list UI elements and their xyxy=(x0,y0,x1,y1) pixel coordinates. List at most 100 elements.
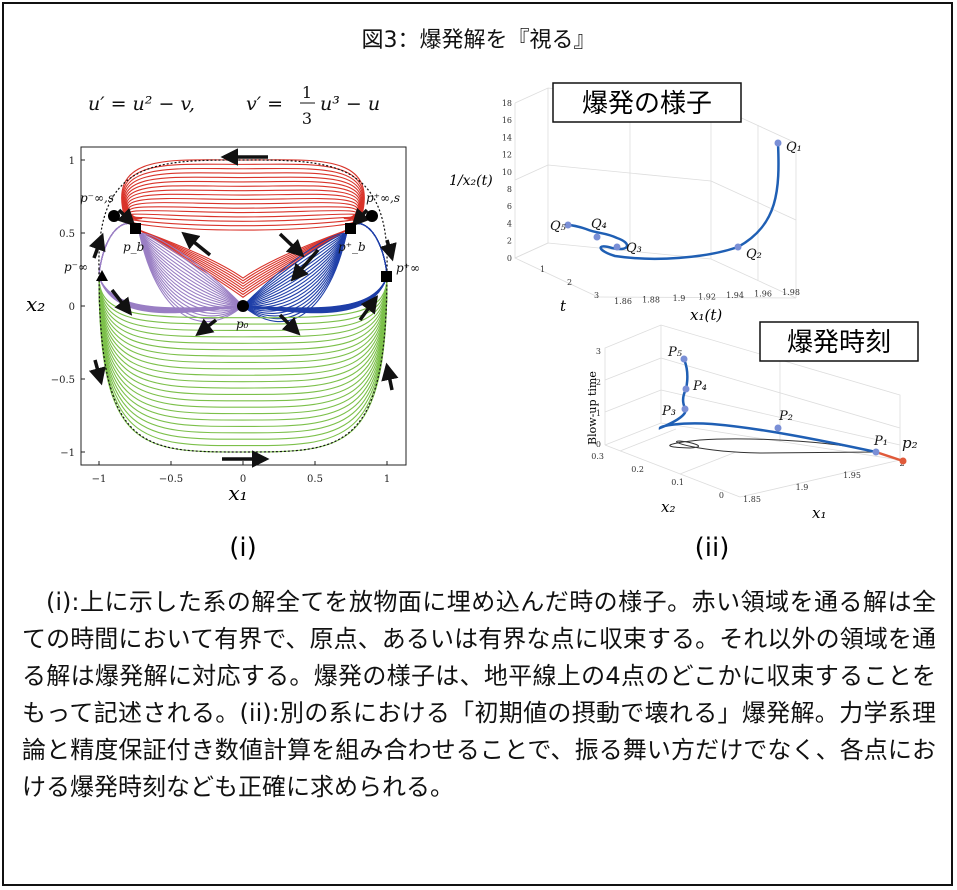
q-x-tick: 1.92 xyxy=(698,293,716,302)
svg-text:Q₂: Q₂ xyxy=(746,247,762,262)
flow-line xyxy=(126,193,360,219)
ii-z-axis-label: Blow-up time xyxy=(586,371,599,445)
y-tick-label: −0.5 xyxy=(51,375,75,386)
flow-line xyxy=(98,276,388,408)
q-trajectory xyxy=(567,142,780,261)
ii-x-axis-label: x₁ xyxy=(812,504,826,522)
flow-line xyxy=(123,172,363,219)
figure-caption: (i):上に示した系の解全てを放物面に埋め込んだ時の様子。赤い領域を通る解は全て… xyxy=(22,588,936,801)
label-p-inf-s-plus: p⁺∞,s xyxy=(366,191,400,205)
q-x-tick: 1.98 xyxy=(782,288,800,297)
q-t-axis-label: t xyxy=(560,297,567,315)
svg-text:P₃: P₃ xyxy=(661,404,676,419)
q-z-tick: 4 xyxy=(507,219,512,228)
flow-line xyxy=(127,197,359,219)
flow-line xyxy=(139,229,347,285)
ii-points xyxy=(680,355,880,456)
ii-grid xyxy=(604,324,901,498)
flow-line xyxy=(98,276,388,440)
q-z-tick: 0 xyxy=(507,254,512,263)
flow-line xyxy=(98,276,388,421)
ii-x-tick: 1.9 xyxy=(796,483,809,492)
svg-text:Q₅: Q₅ xyxy=(550,219,567,234)
arrow-right-down xyxy=(379,239,397,262)
p-inf-plus-marker xyxy=(381,271,392,282)
arrow-ps-left xyxy=(116,207,136,227)
flow-line xyxy=(129,213,357,219)
y-tick-label: −1 xyxy=(60,448,75,459)
q-z-tick: 2 xyxy=(507,237,512,246)
x-tick-label: −0.5 xyxy=(159,474,183,485)
label-p-0: p₀ xyxy=(236,317,249,331)
arrow-red-left xyxy=(181,231,212,257)
flow-lines xyxy=(98,159,388,453)
flow-line xyxy=(124,180,362,219)
equation-left: u′ = u² − v, xyxy=(88,93,195,115)
flow-arrows xyxy=(88,148,399,468)
flow-line xyxy=(122,167,364,219)
p-inf-s-plus-marker xyxy=(366,210,378,222)
ii-point-labels: P₁ P₂ P₃ P₄ P₅ p₂ xyxy=(661,345,918,452)
flow-line xyxy=(98,276,388,434)
ii-z-tick: 3 xyxy=(596,347,601,356)
phase-portrait-panel: −1 −0.5 0 0.5 1 1 0.5 0 −0.5 −1 x₁ x₂ xyxy=(26,146,420,563)
ii-y-tick: 0.3 xyxy=(591,452,604,461)
q-x-tick: 1.96 xyxy=(754,290,772,299)
arrow-left-up xyxy=(88,232,106,259)
flow-line xyxy=(98,276,388,370)
flow-line xyxy=(242,222,388,323)
flow-line xyxy=(125,185,361,219)
label-p-inf-minus: p⁻∞ xyxy=(64,260,88,274)
flow-line xyxy=(98,276,388,351)
flow-line xyxy=(98,276,388,376)
ii-title: 爆発時刻 xyxy=(787,328,891,358)
q-grid xyxy=(514,87,797,299)
flow-line xyxy=(242,276,388,314)
panel-ii-label: (ii) xyxy=(695,533,730,563)
p-inf-minus-marker xyxy=(96,270,108,281)
equation-frac-num: 1 xyxy=(302,83,312,102)
flow-line xyxy=(130,216,356,222)
label-p-b-plus: p⁺_b xyxy=(338,240,366,254)
q-z-tick: 8 xyxy=(507,185,512,194)
panel-i-label: (i) xyxy=(229,533,257,563)
flow-line xyxy=(98,276,388,402)
flow-line xyxy=(139,229,347,293)
arrow-blue-in xyxy=(290,248,320,282)
y-tick-label: 0.5 xyxy=(59,229,75,240)
flow-line xyxy=(139,229,347,296)
ii-p2-point xyxy=(899,457,907,465)
x-tick-label: 0 xyxy=(240,474,246,485)
ii-trajectory xyxy=(658,358,877,454)
flow-line xyxy=(98,276,388,395)
x1-axis-label: x₁ xyxy=(228,481,247,505)
flow-line xyxy=(98,276,388,344)
flow-line xyxy=(98,276,388,357)
ii-x-tick: 1.95 xyxy=(843,471,861,480)
ii-z-tick: 0 xyxy=(596,440,601,449)
q-z-tick: 18 xyxy=(502,99,512,108)
flow-line xyxy=(139,229,347,287)
x-tick-label: 0.5 xyxy=(307,474,323,485)
q-t-tick: 2 xyxy=(567,278,572,287)
svg-text:P₅: P₅ xyxy=(667,345,683,360)
label-p-b: p_b xyxy=(123,240,144,254)
outer-boundary xyxy=(98,159,388,453)
flow-line xyxy=(126,189,360,219)
svg-text:Q₃: Q₃ xyxy=(626,241,642,256)
arrow-center-right xyxy=(278,313,301,336)
flow-line xyxy=(98,276,244,314)
arrow-purple-down xyxy=(110,288,133,316)
svg-text:P₂: P₂ xyxy=(778,409,793,424)
arrow-blue-up xyxy=(358,295,379,322)
flow-line xyxy=(98,276,388,364)
flow-line xyxy=(98,276,388,389)
x-tick-label: 1 xyxy=(384,474,390,485)
q-z-tick: 16 xyxy=(502,116,512,125)
svg-text:P₄: P₄ xyxy=(692,379,707,394)
x2-axis-label: x₂ xyxy=(26,292,45,316)
ii-y-tick: 0 xyxy=(719,491,724,500)
